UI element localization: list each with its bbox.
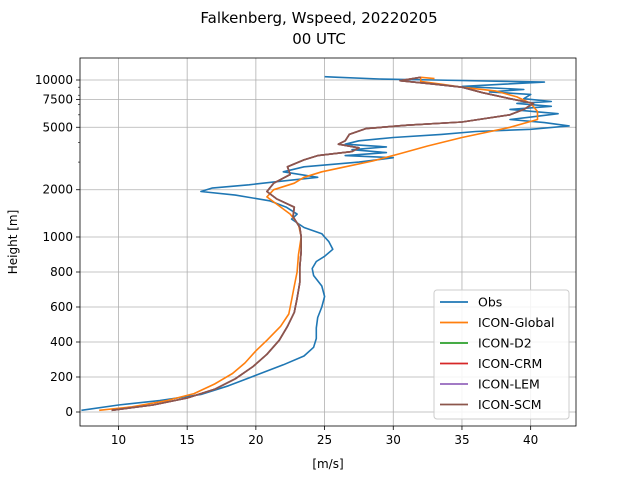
plot-frame: [79, 57, 577, 427]
x-tick-label: 40: [523, 433, 538, 447]
x-tick-label: 30: [386, 433, 401, 447]
series-line-obs: [81, 75, 570, 412]
y-tick-label: 600: [50, 300, 73, 314]
legend-label: ICON-Global: [478, 315, 554, 330]
x-tick-label: 10: [111, 433, 126, 447]
legend-label: ICON-LEM: [478, 377, 540, 392]
x-tick-label: 35: [454, 433, 469, 447]
x-tick-label: 25: [317, 433, 332, 447]
y-tick-label: 10000: [35, 73, 73, 87]
y-tick-label: 7500: [42, 93, 73, 107]
y-tick-label: 0: [65, 405, 73, 419]
x-axis-ticks: 10 15 20 25 30 35 40: [111, 426, 538, 447]
grid: [80, 58, 576, 426]
chart-subtitle: 00 UTC: [292, 30, 346, 48]
legend: Obs ICON-Global ICON-D2 ICON-CRM ICON-LEM ICO…: [433, 289, 570, 420]
legend-label: ICON-SCM: [478, 397, 542, 412]
y-tick-label: 1000: [42, 230, 73, 244]
y-tick-label: 200: [50, 370, 73, 384]
legend-label: Obs: [478, 295, 502, 310]
y-tick-label: 5000: [42, 120, 73, 134]
x-tick-label: 15: [180, 433, 195, 447]
x-axis-label: [m/s]: [312, 457, 343, 471]
legend-label: ICON-CRM: [478, 356, 542, 371]
series-lines: [81, 75, 570, 412]
x-tick-label: 20: [248, 433, 263, 447]
legend-label: ICON-D2: [478, 336, 532, 351]
y-axis-ticks: 0 200 400 600 800 1000 2000 5000 7500 10000: [35, 73, 80, 419]
y-tick-label: 2000: [42, 183, 73, 197]
y-tick-label: 400: [50, 335, 73, 349]
y-tick-label: 800: [50, 265, 73, 279]
series-line-icon-scm: [111, 76, 535, 412]
y-axis-label: Height [m]: [6, 210, 20, 275]
chart-title: Falkenberg, Wspeed, 20220205: [200, 9, 437, 27]
